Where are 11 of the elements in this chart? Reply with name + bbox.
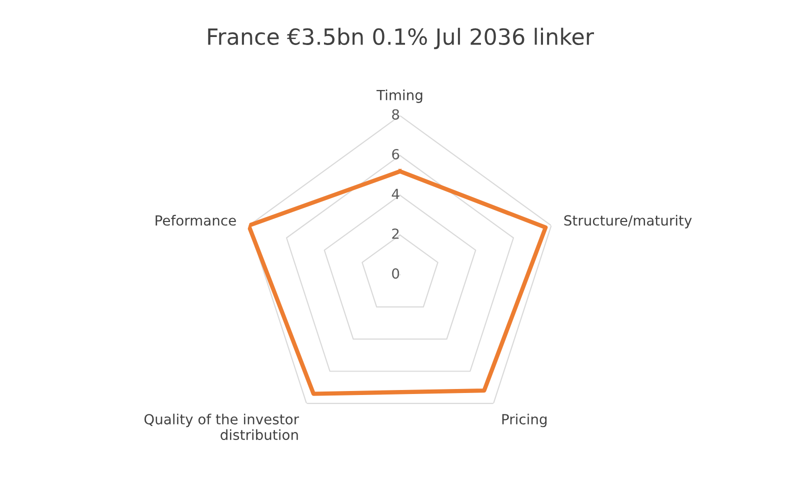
spoke-label: Timing xyxy=(376,90,422,103)
y-tick-label: 8 xyxy=(392,109,400,120)
spoke-label: Pricing xyxy=(502,414,547,428)
y-tick-label: 0 xyxy=(392,268,400,279)
spoke-label: Peformance xyxy=(156,214,236,226)
y-tick-label: 2 xyxy=(392,228,399,239)
chart-title: France €3.5bn 0.1% Jul 2036 linker xyxy=(208,28,594,50)
spoke-label: Quality of the investor distribution xyxy=(144,414,300,440)
y-tick-label: 4 xyxy=(392,188,400,200)
y-tick-label: 6 xyxy=(392,148,400,160)
spoke-label: Structure/maturity xyxy=(564,214,692,228)
